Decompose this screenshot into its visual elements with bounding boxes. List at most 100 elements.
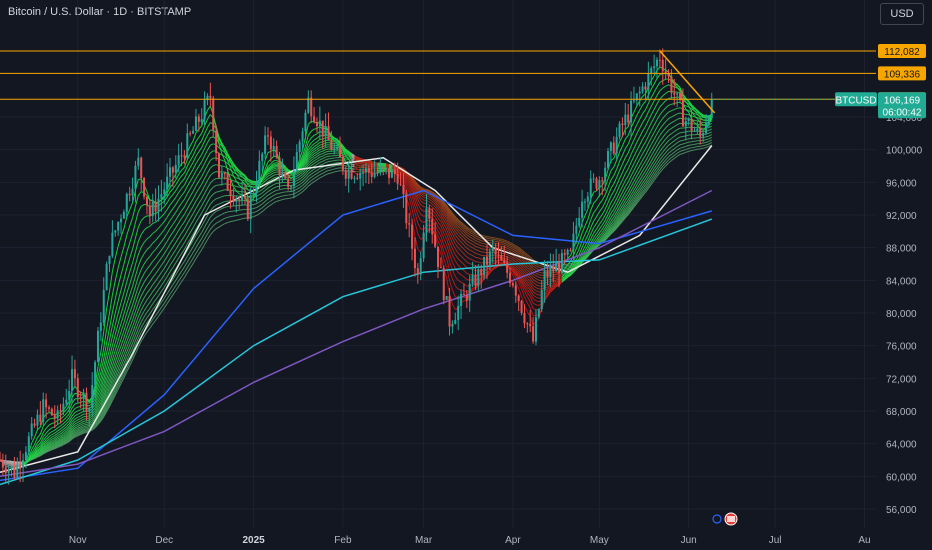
candle-body[interactable]: [364, 168, 367, 173]
candle-body[interactable]: [379, 167, 382, 173]
candle-body[interactable]: [376, 172, 379, 174]
candle-body[interactable]: [27, 436, 30, 453]
candle-body[interactable]: [212, 98, 215, 131]
candle-body[interactable]: [171, 167, 174, 173]
candle-body[interactable]: [94, 362, 97, 386]
candle-body[interactable]: [304, 112, 307, 132]
candle-body[interactable]: [235, 199, 238, 202]
candle-body[interactable]: [102, 290, 105, 323]
candle-body[interactable]: [238, 199, 241, 201]
candle-body[interactable]: [22, 460, 25, 469]
candle-body[interactable]: [120, 218, 123, 223]
candle-body[interactable]: [177, 155, 180, 165]
candle-body[interactable]: [327, 125, 330, 141]
candle-body[interactable]: [151, 201, 154, 217]
candle-body[interactable]: [65, 399, 68, 404]
candle-body[interactable]: [310, 97, 313, 117]
candle-body[interactable]: [125, 193, 128, 212]
candle-body[interactable]: [341, 156, 344, 171]
candle-body[interactable]: [353, 177, 356, 179]
candle-body[interactable]: [183, 155, 186, 158]
candle-body[interactable]: [180, 155, 183, 157]
candlesticks[interactable]: [0, 48, 713, 485]
candle-body[interactable]: [10, 466, 13, 470]
candle-body[interactable]: [313, 116, 316, 123]
candle-body[interactable]: [19, 464, 22, 469]
candle-body[interactable]: [105, 263, 108, 291]
candle-body[interactable]: [30, 423, 33, 437]
candle-body[interactable]: [203, 100, 206, 120]
candle-body[interactable]: [166, 176, 169, 190]
candle-body[interactable]: [157, 198, 160, 212]
candle-body[interactable]: [298, 141, 301, 153]
candle-body[interactable]: [336, 146, 339, 149]
candle-body[interactable]: [266, 135, 269, 137]
candle-body[interactable]: [62, 403, 65, 412]
candle-body[interactable]: [255, 184, 258, 194]
candle-body[interactable]: [284, 172, 287, 179]
candle-body[interactable]: [246, 198, 249, 220]
candle-body[interactable]: [290, 186, 293, 188]
candle-body[interactable]: [111, 232, 114, 256]
candle-body[interactable]: [143, 177, 146, 197]
candle-body[interactable]: [350, 169, 353, 179]
candle-body[interactable]: [91, 385, 94, 409]
candle-body[interactable]: [96, 330, 99, 363]
candle-body[interactable]: [295, 152, 298, 171]
candle-body[interactable]: [88, 408, 91, 412]
candle-body[interactable]: [200, 119, 203, 122]
candle-body[interactable]: [7, 469, 10, 474]
candle-body[interactable]: [122, 211, 125, 219]
candle-body[interactable]: [287, 178, 290, 187]
candle-body[interactable]: [56, 410, 59, 419]
candle-body[interactable]: [85, 392, 88, 412]
candle-body[interactable]: [356, 177, 359, 179]
candle-body[interactable]: [131, 188, 134, 196]
candle-body[interactable]: [73, 369, 76, 379]
candle-body[interactable]: [206, 95, 209, 101]
candle-body[interactable]: [117, 222, 120, 231]
candle-body[interactable]: [174, 164, 177, 173]
candle-body[interactable]: [272, 146, 275, 150]
candle-body[interactable]: [192, 130, 195, 134]
candle-body[interactable]: [307, 97, 310, 113]
candle-body[interactable]: [229, 190, 232, 197]
candle-body[interactable]: [324, 125, 327, 137]
candle-body[interactable]: [154, 201, 157, 212]
candle-body[interactable]: [347, 169, 350, 179]
candle-body[interactable]: [339, 146, 342, 157]
candle-body[interactable]: [318, 120, 321, 127]
candle-body[interactable]: [59, 410, 62, 412]
candle-body[interactable]: [223, 173, 226, 175]
candle-body[interactable]: [252, 193, 255, 196]
candle-body[interactable]: [362, 172, 365, 174]
candle-body[interactable]: [261, 153, 264, 161]
candle-body[interactable]: [16, 464, 19, 478]
candle-body[interactable]: [241, 195, 244, 201]
candle-body[interactable]: [47, 407, 50, 409]
candle-body[interactable]: [108, 255, 111, 264]
candle-body[interactable]: [163, 189, 166, 195]
candle-body[interactable]: [68, 391, 71, 400]
candle-body[interactable]: [99, 322, 102, 331]
candle-body[interactable]: [186, 133, 189, 158]
candle-body[interactable]: [137, 157, 140, 166]
candle-body[interactable]: [292, 170, 295, 187]
candle-body[interactable]: [232, 196, 235, 202]
candle-body[interactable]: [373, 173, 376, 177]
candle-body[interactable]: [114, 230, 117, 233]
candle-body[interactable]: [330, 140, 333, 150]
candle-body[interactable]: [39, 414, 42, 422]
candle-body[interactable]: [42, 399, 45, 422]
candle-body[interactable]: [134, 165, 137, 189]
candle-body[interactable]: [82, 392, 85, 399]
candle-body[interactable]: [269, 136, 272, 150]
candle-body[interactable]: [220, 173, 223, 178]
candle-body[interactable]: [71, 369, 74, 392]
candle-body[interactable]: [275, 146, 278, 158]
candle-body[interactable]: [194, 116, 197, 131]
candle-body[interactable]: [1, 460, 4, 468]
candle-body[interactable]: [209, 95, 212, 99]
candle-body[interactable]: [50, 408, 53, 416]
